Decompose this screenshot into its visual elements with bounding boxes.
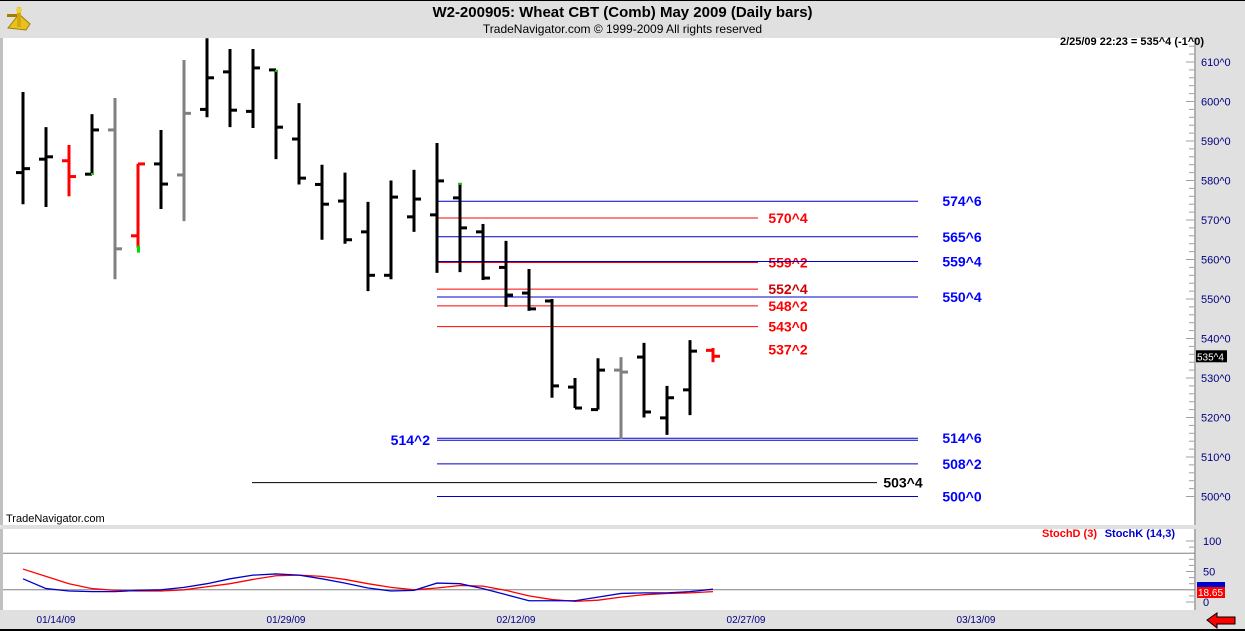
stochd-value-tag xyxy=(1197,587,1225,598)
ohlc-bar xyxy=(430,142,444,273)
price-axis-label: 550^0 xyxy=(1201,294,1231,306)
ohlc-bar xyxy=(453,182,467,273)
ohlc-bar xyxy=(407,169,421,232)
price-axis-label: 600^0 xyxy=(1201,97,1231,109)
ohlc-bar xyxy=(384,180,398,280)
level-label: 514^2 xyxy=(391,432,431,448)
stochk-line xyxy=(22,573,714,602)
level-label: 570^4 xyxy=(768,210,808,226)
ohlc-bar xyxy=(522,268,536,311)
ohlc-bar xyxy=(361,201,375,292)
level-label: 550^4 xyxy=(942,289,982,305)
date-axis-label: 02/27/09 xyxy=(727,615,766,626)
price-axis-label: 500^0 xyxy=(1201,492,1231,504)
chart-subtitle: TradeNavigator.com © 1999-2009 All right… xyxy=(482,22,763,36)
date-axis-label: 01/14/09 xyxy=(37,615,76,626)
last-quote-text: 2/25/09 22:23 = 535^4 (-1^0) xyxy=(1060,36,1204,48)
date-axis-label: 01/29/09 xyxy=(267,615,306,626)
level-label: 508^2 xyxy=(942,456,982,472)
stochastic-panel xyxy=(0,529,1196,610)
watermark-text: TradeNavigator.com xyxy=(6,513,105,525)
bottom-border xyxy=(0,629,1245,631)
level-label: 514^6 xyxy=(942,430,982,446)
ohlc-bar xyxy=(269,68,283,160)
ohlc-bar xyxy=(568,378,582,410)
current-price-label: 535^4 xyxy=(1197,352,1224,363)
chart-title: W2-200905: Wheat CBT (Comb) May 2009 (Da… xyxy=(432,4,813,21)
ohlc-bar xyxy=(108,97,122,280)
level-label: 543^0 xyxy=(768,319,808,335)
ohlc-bar xyxy=(499,240,513,307)
ohlc-bar xyxy=(16,92,30,205)
scroll-left-arrow-icon[interactable] xyxy=(1206,612,1236,630)
stoch-axis-label: 0 xyxy=(1203,597,1209,609)
ohlc-bar xyxy=(177,60,191,222)
level-label: 500^0 xyxy=(942,489,982,505)
level-label: 574^6 xyxy=(942,193,982,209)
bar-marker xyxy=(137,245,140,253)
ohlc-bar xyxy=(292,103,306,185)
left-border-lower xyxy=(0,529,3,610)
level-label: 548^2 xyxy=(768,298,808,314)
current-price-tag xyxy=(1196,350,1227,363)
price-axis-label: 610^0 xyxy=(1201,57,1231,69)
stochk-value-tag xyxy=(1197,582,1225,587)
ohlc-bar xyxy=(683,340,697,416)
ohlc-bar xyxy=(476,223,490,281)
ohlc-bar xyxy=(637,342,651,418)
ohlc-bar xyxy=(545,299,559,398)
stoch-current-value: 18.65 xyxy=(1198,588,1223,599)
left-border xyxy=(0,38,3,525)
legend-stochk: StochK (14,3) xyxy=(1105,528,1176,540)
level-label: 552^4 xyxy=(768,281,808,297)
price-axis-label: 570^0 xyxy=(1201,215,1231,227)
stoch-axis-label: 50 xyxy=(1203,567,1215,579)
ohlc-bar xyxy=(62,144,76,197)
ohlc-bar xyxy=(591,358,605,412)
ohlc-bar xyxy=(154,129,168,209)
level-label: 559^4 xyxy=(942,253,982,269)
ohlc-bar xyxy=(246,48,260,128)
ohlc-bar xyxy=(706,347,720,363)
price-axis-label: 520^0 xyxy=(1201,413,1231,425)
level-label: 559^2 xyxy=(768,254,808,270)
ohlc-bar xyxy=(39,127,53,207)
ohlc-bar xyxy=(223,48,237,128)
date-axis-label: 02/12/09 xyxy=(497,615,536,626)
price-axis-label: 580^0 xyxy=(1201,176,1231,188)
level-label: 537^2 xyxy=(768,341,808,357)
window-top-border xyxy=(0,0,1245,1)
legend-stochd: StochD (3) xyxy=(1042,528,1097,540)
sextant-logo-icon xyxy=(7,7,31,31)
ohlc-bar xyxy=(131,162,145,253)
ohlc-bar xyxy=(315,164,329,240)
bar-marker xyxy=(91,172,94,175)
price-axis-label: 540^0 xyxy=(1201,334,1231,346)
price-axis-label: 510^0 xyxy=(1201,452,1231,464)
ohlc-bar xyxy=(614,357,628,439)
stoch-axis-label: 100 xyxy=(1203,536,1221,548)
level-label: 503^4 xyxy=(883,475,923,491)
ohlc-bar xyxy=(200,38,214,118)
ohlc-bar xyxy=(85,114,99,176)
price-axis-label: 560^0 xyxy=(1201,255,1231,267)
bar-marker xyxy=(275,69,278,72)
bar-marker xyxy=(459,182,462,185)
price-axis-label: 590^0 xyxy=(1201,136,1231,148)
date-axis-label: 03/13/09 xyxy=(957,615,996,626)
ohlc-bar xyxy=(660,385,674,435)
level-label: 565^6 xyxy=(942,229,982,245)
price-panel xyxy=(0,38,1196,525)
ohlc-bar xyxy=(338,172,352,244)
price-axis-label: 530^0 xyxy=(1201,373,1231,385)
